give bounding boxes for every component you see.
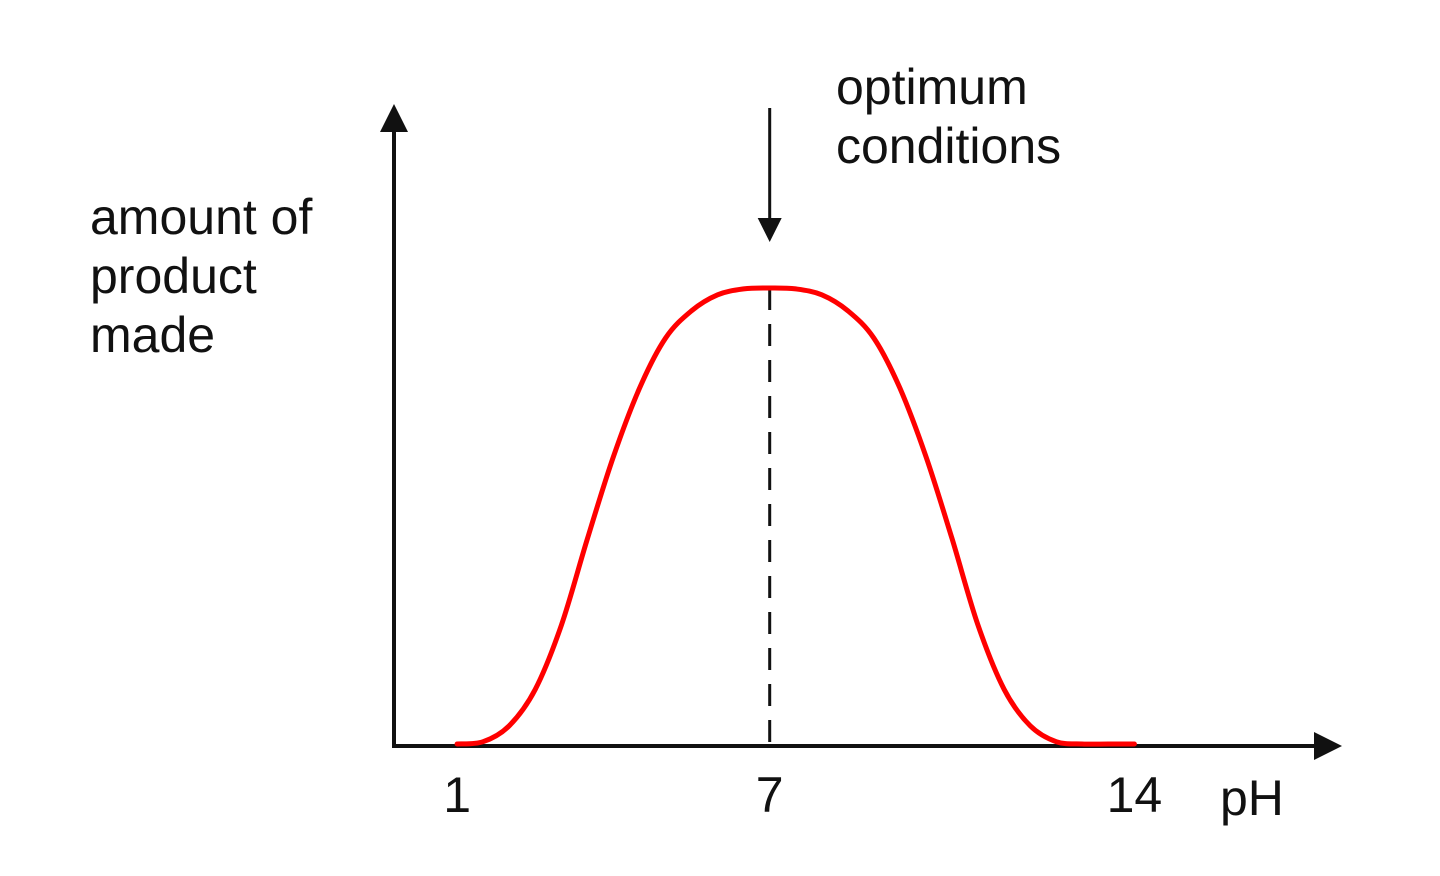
x-axis-arrowhead <box>1314 732 1342 760</box>
optimum-label-line-2: conditions <box>836 118 1061 174</box>
y-axis-label-line-3: made <box>90 307 215 363</box>
optimum-label-line-1: optimum <box>836 59 1028 115</box>
x-tick-labels: 1 7 14 <box>443 767 1162 823</box>
x-tick-label-7: 7 <box>756 767 784 823</box>
y-axis-arrowhead <box>380 104 408 132</box>
x-axis-label: pH <box>1220 770 1284 826</box>
series-line-0 <box>454 285 1137 747</box>
y-axis-label-line-2: product <box>90 248 257 304</box>
y-axis-label-line-1: amount of <box>90 189 312 245</box>
x-tick-label-1: 1 <box>443 767 471 823</box>
x-tick-label-14: 14 <box>1107 767 1163 823</box>
optimum-arrow-head <box>757 218 782 242</box>
